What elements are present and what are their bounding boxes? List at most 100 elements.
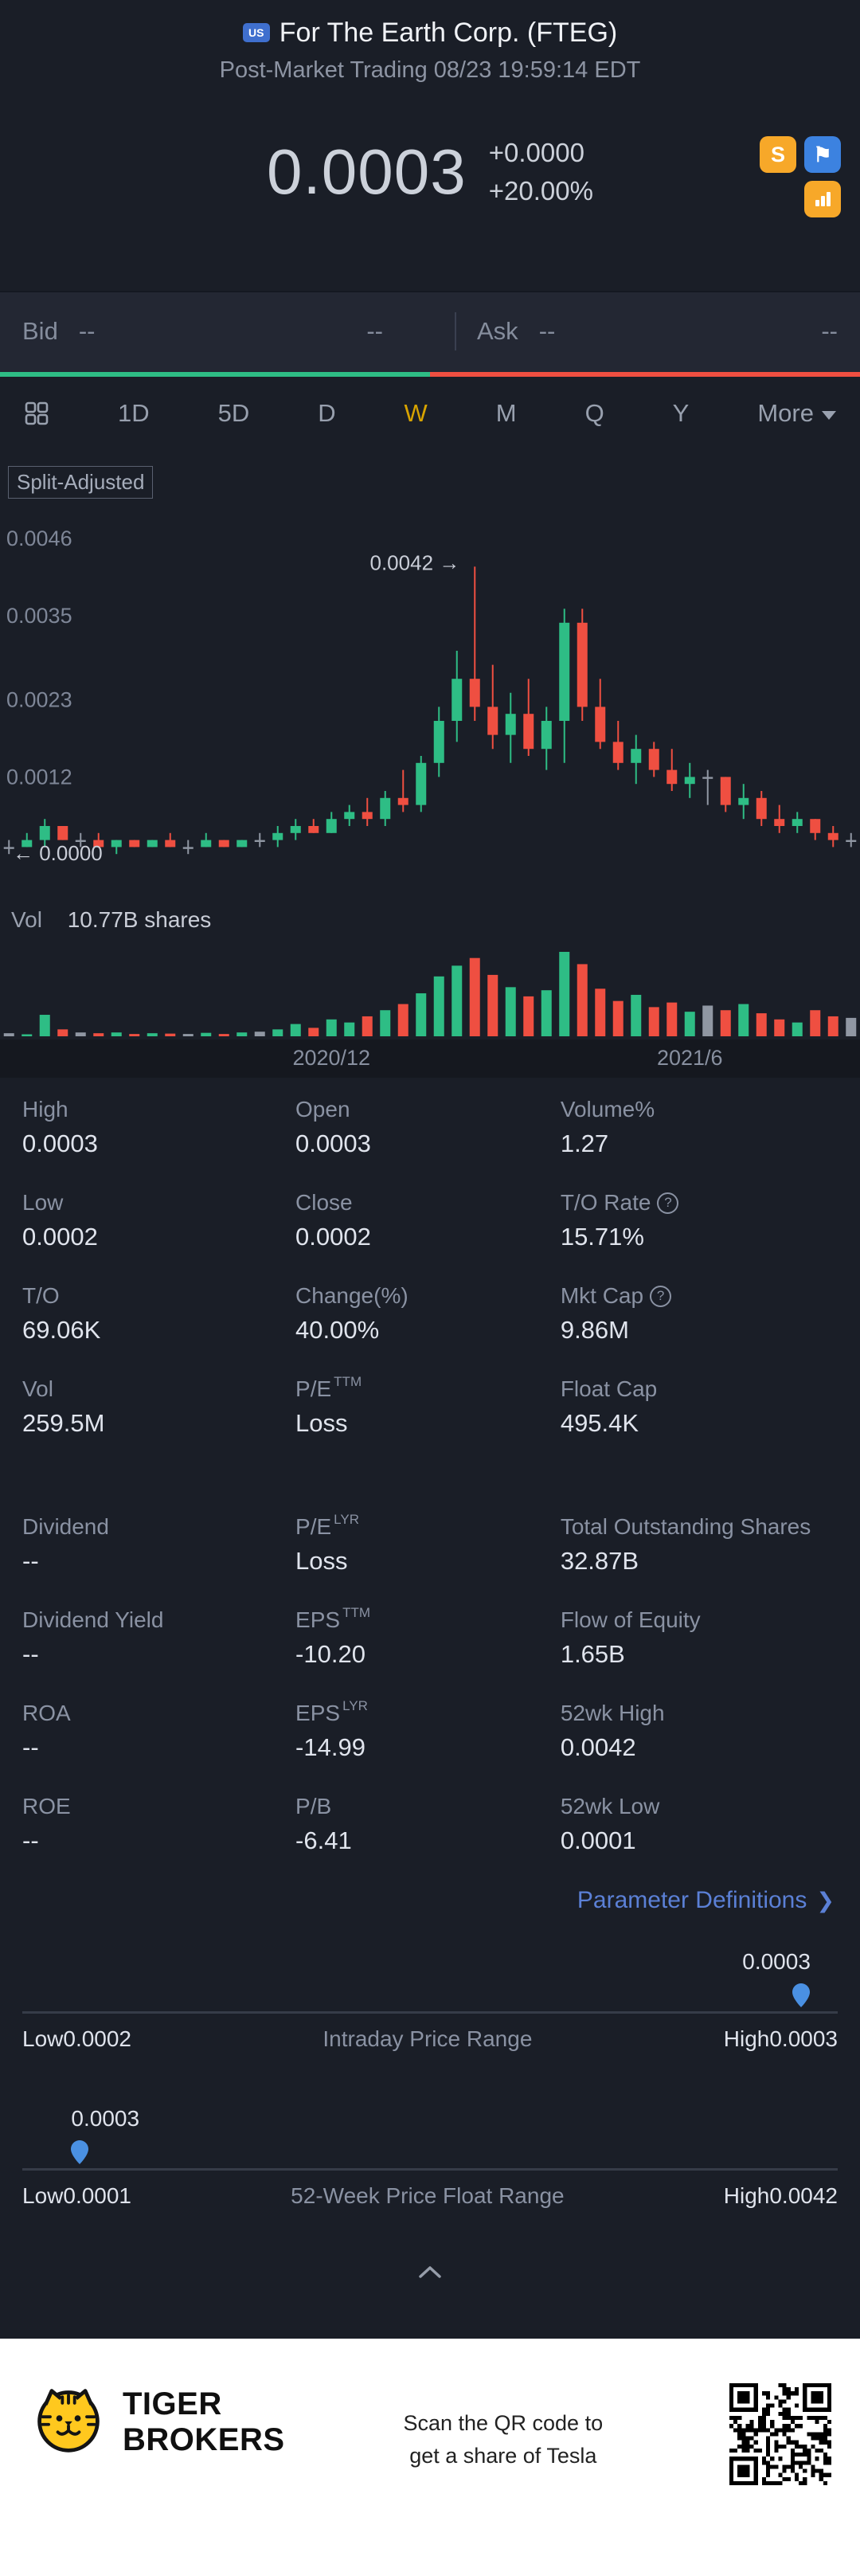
stats-group-1: High 0.0003 Open 0.0003 Volume% 1.27 Low 0.0002…: [22, 1097, 838, 1470]
stat-total-outstanding-shares: Total Outstanding Shares 32.87B: [560, 1514, 811, 1575]
week52-range-slider: 0.0003 Low0.0001 52-Week Price Float Ran…: [22, 2100, 838, 2209]
range-high-label: High0.0042: [723, 2183, 838, 2208]
period-tab-y[interactable]: Y: [672, 399, 690, 427]
range-title: Intraday Price Range: [322, 2026, 533, 2051]
stat-roe: ROE --: [22, 1794, 71, 1854]
bid-price: --: [78, 317, 96, 345]
us-flag-icon: US: [242, 23, 270, 42]
x-axis-label: 2021/6: [656, 1046, 723, 1070]
stat-change-: Change(%) 40.00%: [295, 1283, 408, 1344]
stats-panel: High 0.0003 Open 0.0003 Volume% 1.27 Low 0.0002…: [0, 1097, 860, 1914]
bid-ask-bar: Bid -- -- Ask -- --: [0, 291, 860, 377]
svg-text:0.0042 →: 0.0042 →: [370, 550, 460, 574]
market-session-status: Post-Market Trading 08/23 19:59:14 EDT: [219, 57, 641, 83]
ask-ratio-segment: [430, 372, 860, 377]
promo-badges: S ⚑: [760, 136, 841, 217]
parameter-definitions-link[interactable]: Parameter Definitions ❯: [22, 1887, 838, 1914]
stat-roa: ROA --: [22, 1701, 71, 1761]
stat-dividend: Dividend --: [22, 1514, 109, 1575]
flag-app-badge-icon[interactable]: ⚑: [804, 136, 841, 173]
volume-svg[interactable]: [0, 944, 860, 1036]
ask-area[interactable]: Ask -- --: [456, 317, 838, 346]
qr-caption-line-1: Scan the QR code to: [403, 2411, 604, 2435]
price-chart[interactable]: Split-Adjusted 0.0046 0.0035 0.0023 0.0012 0…: [0, 450, 860, 1081]
stat-p-e: P/E LYR Loss: [295, 1512, 359, 1575]
brand-name: TIGER BROKERS: [123, 2386, 285, 2458]
bid-ask-ratio-bar: [0, 372, 860, 377]
stat-volume-: Volume% 1.27: [560, 1097, 655, 1157]
x-axis: 2020/12 2021/6: [0, 1039, 860, 1078]
price-change: +0.0000: [488, 138, 584, 168]
stat-eps: EPS LYR -14.99: [295, 1698, 368, 1761]
last-price: 0.0003: [267, 136, 467, 207]
tiger-brokers-brand: TIGER BROKERS: [32, 2383, 285, 2461]
current-price-label: 0.0003: [742, 1949, 811, 1974]
ask-price: --: [538, 317, 556, 345]
range-low-label: Low0.0001: [22, 2183, 132, 2208]
period-tab-1d[interactable]: 1D: [117, 399, 150, 427]
stat-vol: Vol 259.5M: [22, 1376, 105, 1437]
stat-t-o: T/O 69.06K: [22, 1283, 101, 1344]
stat-close: Close 0.0002: [295, 1190, 371, 1251]
range-high-label: High0.0003: [723, 2026, 838, 2051]
ask-label: Ask: [477, 317, 518, 345]
more-label: More: [757, 399, 814, 427]
volume-label: Vol 10.77B shares: [11, 907, 211, 933]
svg-text:0.0023: 0.0023: [6, 688, 72, 712]
price-ranges: 0.0003 Low0.0002 Intraday Price Range Hi…: [0, 1943, 860, 2209]
s-app-badge-icon[interactable]: S: [760, 136, 796, 173]
stat-low: Low 0.0002: [22, 1190, 98, 1251]
quote-section: 0.0003 +0.0000 +20.00% S ⚑: [0, 112, 860, 264]
qr-code: [729, 2383, 831, 2485]
qr-caption-line-2: get a share of Tesla: [409, 2443, 597, 2468]
price-pin-icon: [70, 2139, 89, 2165]
stat-p-b: P/B -6.41: [295, 1794, 352, 1854]
period-tab-w[interactable]: W: [404, 399, 428, 427]
info-icon[interactable]: ?: [650, 1285, 672, 1307]
bid-label: Bid: [22, 317, 58, 345]
stat-t-o-rate: T/O Rate? 15.71%: [561, 1190, 838, 1251]
split-adjusted-badge: Split-Adjusted: [8, 466, 154, 499]
svg-text:0.0046: 0.0046: [6, 527, 72, 550]
bid-area[interactable]: Bid -- --: [22, 317, 455, 346]
period-tabs: 1D 5D D W M Q Y More: [0, 377, 860, 450]
period-tab-5d[interactable]: 5D: [217, 399, 250, 427]
page-title: For The Earth Corp. (FTEG): [279, 17, 618, 48]
period-tab-q[interactable]: Q: [584, 399, 604, 427]
stat-open: Open 0.0003: [295, 1097, 371, 1157]
current-price-label: 0.0003: [71, 2106, 140, 2131]
stat-p-e: P/E TTM Loss: [295, 1374, 362, 1437]
bid-size: --: [366, 317, 383, 345]
bars-icon: [815, 192, 831, 206]
chevron-up-icon: [419, 2266, 441, 2278]
brand-line-2: BROKERS: [123, 2421, 285, 2457]
period-tab-d[interactable]: D: [318, 399, 336, 427]
price-change-percent: +20.00%: [488, 176, 593, 206]
ask-size: --: [821, 317, 838, 345]
layout-grid-icon[interactable]: [24, 401, 49, 426]
chevron-right-icon: ❯: [816, 1888, 835, 1912]
vol-caption: Vol: [11, 907, 42, 932]
stat-dividend-yield: Dividend Yield --: [22, 1607, 164, 1668]
stat-mkt-cap: Mkt Cap? 9.86M: [561, 1283, 838, 1345]
x-axis-label: 2020/12: [292, 1046, 371, 1070]
bid-ask-divider: [455, 312, 456, 350]
svg-text:0.0035: 0.0035: [6, 604, 72, 628]
more-dropdown[interactable]: More: [757, 399, 836, 428]
stat-eps: EPS TTM -10.20: [295, 1605, 370, 1668]
info-icon[interactable]: ?: [657, 1192, 679, 1214]
stat-float-cap: Float Cap 495.4K: [560, 1376, 658, 1437]
range-track: [22, 2011, 838, 2014]
candlestick-svg[interactable]: 0.0046 0.0035 0.0023 0.0012 0.0042 → ← 0.0000: [0, 503, 860, 869]
bar-chart-app-badge-icon[interactable]: [804, 181, 841, 217]
tiger-logo-icon: [32, 2383, 105, 2461]
parameter-definitions-label: Parameter Definitions: [577, 1887, 807, 1913]
collapse-panel-button[interactable]: [0, 2249, 860, 2296]
stat-52wk-high: 52wk High 0.0042: [560, 1701, 665, 1761]
stat-flow-of-equity: Flow of Equity 1.65B: [560, 1607, 701, 1668]
qr-caption: Scan the QR code to get a share of Tesla: [285, 2407, 721, 2472]
period-tab-m[interactable]: M: [495, 399, 517, 427]
header: US For The Earth Corp. (FTEG) Post-Marke…: [0, 0, 860, 84]
footer: TIGER BROKERS Scan the QR code to get a …: [0, 2339, 860, 2576]
